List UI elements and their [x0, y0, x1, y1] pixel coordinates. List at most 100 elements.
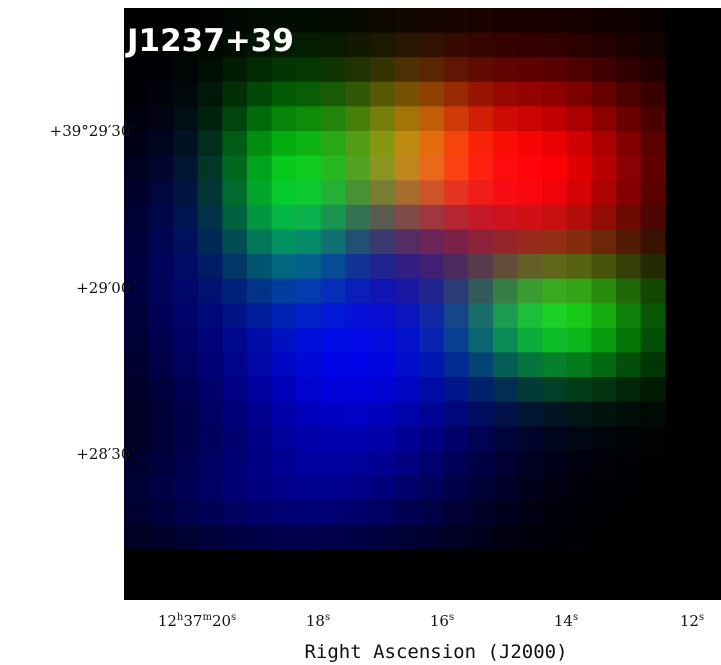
image-pixel	[222, 450, 248, 476]
image-pixel	[640, 57, 666, 83]
image-pixel	[591, 303, 617, 329]
image-pixel	[566, 352, 592, 378]
image-pixel	[148, 204, 174, 230]
image-pixel	[173, 204, 199, 230]
image-pixel	[345, 303, 371, 329]
image-pixel	[370, 327, 396, 353]
image-pixel	[616, 155, 642, 181]
image-pixel	[320, 81, 346, 107]
image-pixel	[616, 352, 642, 378]
image-pixel	[345, 180, 371, 206]
image-pixel	[320, 131, 346, 157]
image-pixel	[542, 352, 568, 378]
image-pixel	[591, 8, 617, 34]
image-pixel	[517, 81, 543, 107]
image-pixel	[542, 327, 568, 353]
image-pixel	[616, 254, 642, 280]
image-pixel	[222, 303, 248, 329]
image-pixel	[591, 352, 617, 378]
image-pixel	[271, 500, 297, 526]
image-pixel	[197, 81, 223, 107]
image-pixel	[468, 155, 494, 181]
y-tick-label: +28′30″	[76, 445, 136, 463]
image-pixel	[124, 32, 150, 58]
image-pixel	[148, 131, 174, 157]
image-pixel	[320, 229, 346, 255]
image-pixel	[468, 106, 494, 132]
image-pixel	[468, 278, 494, 304]
image-pixel	[345, 500, 371, 526]
image-pixel	[443, 32, 469, 58]
image-pixel	[173, 303, 199, 329]
image-pixel	[197, 401, 223, 427]
image-pixel	[468, 204, 494, 230]
image-pixel	[443, 303, 469, 329]
image-pixel	[247, 32, 273, 58]
image-pixel	[517, 131, 543, 157]
image-pixel	[468, 450, 494, 476]
image-pixel	[370, 131, 396, 157]
image-pixel	[419, 377, 445, 403]
image-pixel	[320, 327, 346, 353]
image-pixel	[394, 278, 420, 304]
image-pixel	[345, 327, 371, 353]
image-pixel	[296, 450, 322, 476]
image-pixel	[566, 180, 592, 206]
image-pixel	[542, 32, 568, 58]
image-pixel	[640, 278, 666, 304]
image-pixel	[517, 180, 543, 206]
image-pixel	[271, 254, 297, 280]
x-axis-label: Right Ascension (J2000)	[304, 641, 567, 663]
image-pixel	[271, 131, 297, 157]
image-pixel	[591, 524, 617, 550]
image-pixel	[345, 131, 371, 157]
image-pixel	[443, 8, 469, 34]
image-pixel	[468, 426, 494, 452]
image-pixel	[566, 426, 592, 452]
image-pixel	[148, 106, 174, 132]
image-pixel	[517, 500, 543, 526]
image-pixel	[320, 377, 346, 403]
image-pixel	[173, 327, 199, 353]
image-pixel	[493, 254, 519, 280]
image-pixel	[616, 524, 642, 550]
image-pixel	[173, 278, 199, 304]
image-pixel	[222, 352, 248, 378]
image-pixel	[124, 204, 150, 230]
image-pixel	[591, 377, 617, 403]
image-pixel	[222, 327, 248, 353]
image-pixel	[124, 229, 150, 255]
image-pixel	[616, 475, 642, 501]
image-pixel	[517, 254, 543, 280]
image-pixel	[591, 426, 617, 452]
image-pixel	[271, 155, 297, 181]
image-pixel	[222, 401, 248, 427]
image-pixel	[296, 303, 322, 329]
image-pixel	[124, 500, 150, 526]
image-pixel	[640, 500, 666, 526]
image-pixel	[148, 524, 174, 550]
image-pixel	[222, 204, 248, 230]
image-pixel	[591, 106, 617, 132]
image-pixel	[640, 524, 666, 550]
image-pixel	[197, 180, 223, 206]
image-pixel	[345, 8, 371, 34]
image-pixel	[493, 401, 519, 427]
image-pixel	[296, 180, 322, 206]
image-pixel	[591, 475, 617, 501]
image-pixel	[419, 229, 445, 255]
image-pixel	[419, 106, 445, 132]
image-pixel	[370, 229, 396, 255]
image-pixel	[197, 377, 223, 403]
image-pixel	[296, 401, 322, 427]
image-pixel	[173, 155, 199, 181]
image-pixel	[566, 131, 592, 157]
image-pixel	[173, 32, 199, 58]
image-pixel	[566, 278, 592, 304]
image-pixel	[296, 32, 322, 58]
image-pixel	[197, 327, 223, 353]
image-pixel	[320, 303, 346, 329]
image-pixel	[493, 426, 519, 452]
image-pixel	[320, 254, 346, 280]
image-pixel	[493, 229, 519, 255]
